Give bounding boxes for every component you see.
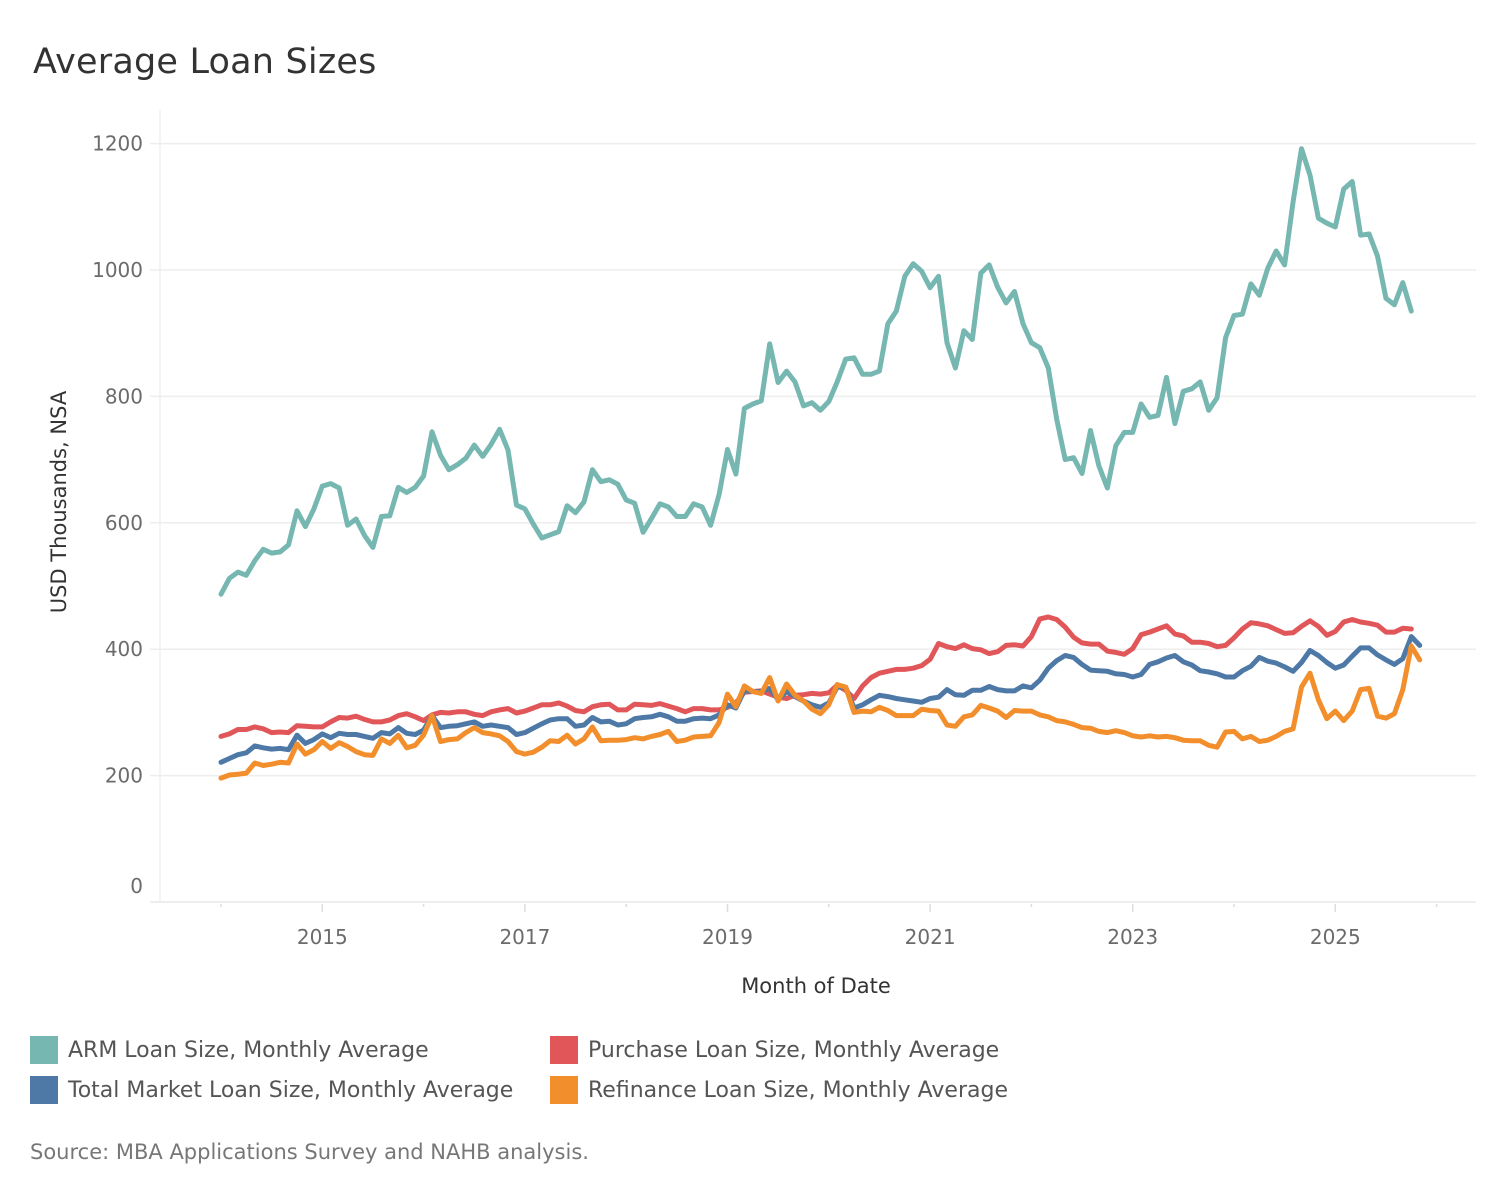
legend-item-total-market[interactable]: Total Market Loan Size, Monthly Average xyxy=(30,1076,513,1104)
legend-item-refinance[interactable]: Refinance Loan Size, Monthly Average xyxy=(550,1076,1008,1104)
chart-title: Average Loan Sizes xyxy=(33,42,377,82)
series-line-total xyxy=(218,634,1423,765)
series-lines xyxy=(218,146,1423,781)
legend-swatch xyxy=(550,1076,578,1104)
y-axis-ticks: 0 200 400 600 800 1000 1200 xyxy=(92,132,143,898)
y-tick-label: 1200 xyxy=(92,132,143,156)
legend-item-purchase[interactable]: Purchase Loan Size, Monthly Average xyxy=(550,1036,999,1064)
y-tick-label: 0 xyxy=(130,874,143,898)
y-tick-label: 400 xyxy=(105,637,143,661)
legend-label: Refinance Loan Size, Monthly Average xyxy=(588,1077,1008,1103)
x-tick-label: 2021 xyxy=(905,925,956,949)
legend-label: Total Market Loan Size, Monthly Average xyxy=(68,1077,514,1103)
series-line-refinance xyxy=(218,643,1423,781)
y-tick-label: 1000 xyxy=(92,258,143,282)
y-tick-label: 600 xyxy=(105,511,143,535)
x-tick-label: 2019 xyxy=(702,925,753,949)
legend-label: ARM Loan Size, Monthly Average xyxy=(68,1037,429,1063)
legend-swatch xyxy=(30,1076,58,1104)
x-tick-label: 2015 xyxy=(297,925,348,949)
y-tick-label: 200 xyxy=(105,764,143,788)
y-tick-label: 800 xyxy=(105,384,143,408)
x-axis: 2015 2017 2019 2021 2023 2025 xyxy=(150,901,1476,949)
y-axis-label: USD Thousands, NSA xyxy=(47,390,71,613)
x-tick-label: 2023 xyxy=(1107,925,1158,949)
x-tick-label: 2025 xyxy=(1310,925,1361,949)
source-note: Source: MBA Applications Survey and NAHB… xyxy=(30,1140,589,1164)
x-tick-label: 2017 xyxy=(499,925,550,949)
series-line-arm xyxy=(218,146,1414,597)
legend-swatch xyxy=(30,1036,58,1064)
x-axis-label: Month of Date xyxy=(741,974,891,998)
legend-item-arm[interactable]: ARM Loan Size, Monthly Average xyxy=(30,1036,429,1064)
legend-label: Purchase Loan Size, Monthly Average xyxy=(588,1037,1000,1063)
series-line-purchase xyxy=(218,614,1414,739)
gridlines xyxy=(150,110,1476,902)
legend-swatch xyxy=(550,1036,578,1064)
